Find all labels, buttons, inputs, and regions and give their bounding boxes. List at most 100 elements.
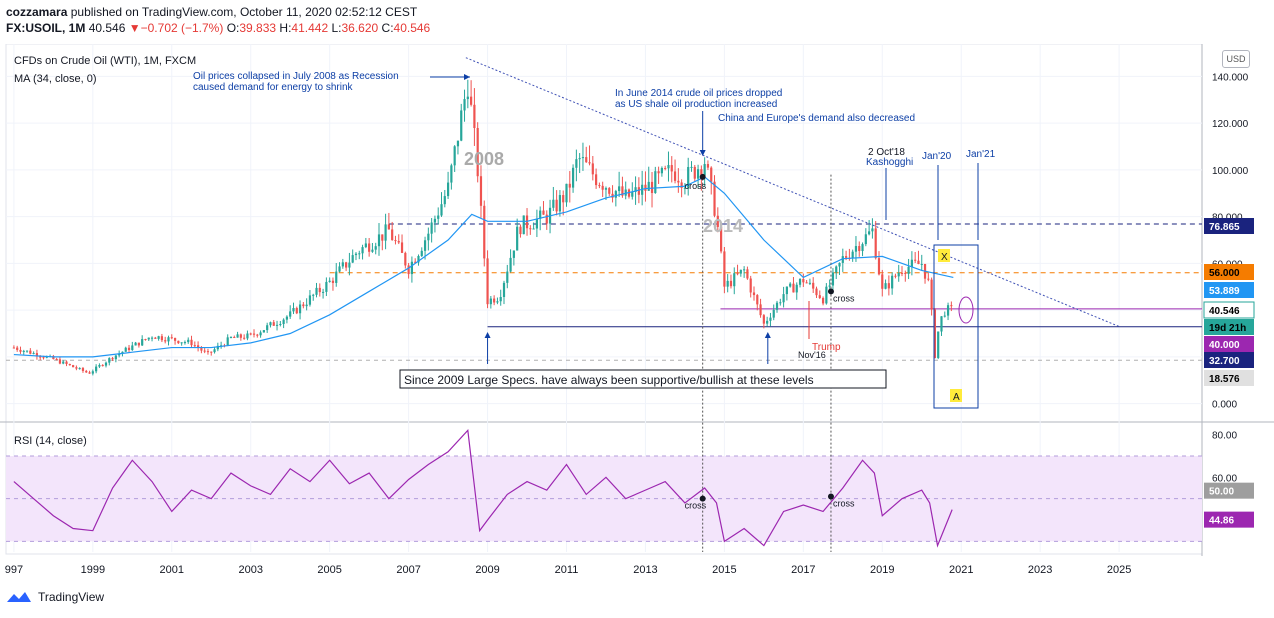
candle-body bbox=[743, 269, 746, 271]
candle-body bbox=[706, 164, 710, 168]
candle-body bbox=[252, 333, 256, 335]
candle-body bbox=[417, 255, 420, 263]
candle-body bbox=[229, 337, 233, 339]
candle-body bbox=[723, 251, 726, 287]
candle-body bbox=[137, 342, 140, 346]
candle-body bbox=[78, 368, 81, 370]
specs-box bbox=[399, 369, 887, 389]
candle-body bbox=[877, 258, 881, 275]
candle-body bbox=[368, 243, 371, 252]
candle-body bbox=[315, 287, 318, 295]
candle-body bbox=[775, 302, 779, 310]
candle-body bbox=[835, 266, 838, 273]
currency-button[interactable]: USD bbox=[1222, 50, 1250, 68]
candle-body bbox=[693, 166, 696, 179]
candle-body bbox=[318, 287, 321, 293]
chart-canvas[interactable]: CFDs on Crude Oil (WTI), 1M, FXCM MA (34,… bbox=[0, 44, 1274, 584]
price-tag: 40.000 bbox=[1209, 340, 1240, 351]
author-name[interactable]: cozzamara bbox=[6, 5, 68, 19]
candle-body bbox=[65, 361, 68, 365]
covid-box bbox=[933, 244, 979, 409]
candle-body bbox=[193, 345, 196, 347]
candle-body bbox=[127, 347, 131, 351]
open-label: O: bbox=[226, 21, 240, 35]
candle-body bbox=[667, 165, 670, 169]
tradingview-logo-icon[interactable] bbox=[6, 590, 32, 604]
candle-body bbox=[802, 278, 805, 283]
annotation-trump-date: Nov'16 bbox=[798, 350, 826, 360]
moving-average bbox=[13, 176, 954, 358]
candle-body bbox=[391, 229, 394, 241]
candle-body bbox=[881, 274, 884, 289]
candle-body bbox=[946, 305, 950, 316]
candle-body bbox=[72, 365, 75, 368]
candle-body bbox=[111, 358, 114, 360]
candle-body bbox=[42, 357, 45, 359]
candle-body bbox=[476, 128, 479, 177]
candle-body bbox=[361, 247, 364, 254]
low-value: 36.620 bbox=[341, 21, 379, 35]
candle-body bbox=[141, 339, 144, 346]
candle-body bbox=[243, 337, 246, 339]
candle-body bbox=[150, 337, 154, 339]
candle-body bbox=[729, 280, 733, 287]
candle-body bbox=[423, 240, 427, 251]
x-tick-label: 2023 bbox=[1028, 564, 1052, 576]
x-tick-label: 2015 bbox=[712, 564, 736, 576]
candle-body bbox=[226, 337, 229, 346]
candle-body bbox=[335, 271, 338, 283]
candle-body bbox=[420, 250, 423, 256]
candle-body bbox=[381, 234, 384, 241]
close-value: 40.546 bbox=[393, 21, 431, 35]
candle-body bbox=[134, 342, 137, 346]
candle-body bbox=[19, 349, 22, 352]
candle-body bbox=[321, 291, 325, 293]
cross-label: cross bbox=[685, 181, 707, 191]
candle-body bbox=[818, 295, 821, 298]
candle-body bbox=[25, 350, 29, 352]
annotation-kashogghi: Kashogghi bbox=[866, 157, 913, 168]
candle-body bbox=[808, 282, 812, 284]
candle-body bbox=[272, 322, 275, 326]
candle-body bbox=[575, 159, 578, 168]
candle-body bbox=[940, 316, 943, 332]
candle-body bbox=[384, 224, 387, 241]
price-tag-bg bbox=[1204, 336, 1254, 352]
candle-body bbox=[749, 278, 752, 293]
candle-body bbox=[690, 166, 693, 168]
specs-text: Since 2009 Large Specs. have always been… bbox=[404, 373, 814, 387]
candle-body bbox=[927, 278, 930, 280]
candle-body bbox=[404, 252, 407, 266]
candle-body bbox=[562, 195, 565, 203]
high-value: 41.442 bbox=[291, 21, 329, 35]
x-tick-label: 2011 bbox=[555, 564, 579, 576]
candle-body bbox=[624, 189, 627, 196]
brand-name[interactable]: TradingView bbox=[38, 590, 105, 604]
published-text: published on TradingView.com, October 11… bbox=[70, 5, 418, 19]
open-value: 39.833 bbox=[239, 21, 277, 35]
candle-body bbox=[821, 297, 825, 304]
candle-body bbox=[446, 182, 450, 197]
candle-body bbox=[259, 332, 262, 336]
rsi-tag-bg bbox=[1204, 511, 1254, 528]
candle-body bbox=[147, 337, 150, 340]
candle-body bbox=[377, 234, 381, 247]
price-tag: 40.546 bbox=[1209, 306, 1240, 317]
candle-body bbox=[739, 269, 742, 274]
candle-body bbox=[539, 210, 542, 219]
candle-body bbox=[52, 356, 55, 360]
candle-body bbox=[736, 273, 739, 275]
candle-body bbox=[499, 297, 502, 302]
candle-body bbox=[677, 180, 680, 183]
candle-body bbox=[710, 167, 713, 182]
candle-body bbox=[552, 199, 555, 208]
low-label: L: bbox=[331, 21, 342, 35]
x-tick-label: 1999 bbox=[81, 564, 105, 576]
candle-body bbox=[486, 258, 489, 305]
candle-body bbox=[348, 262, 351, 268]
candle-body bbox=[650, 181, 654, 194]
arrowhead-support bbox=[764, 332, 771, 338]
candle-body bbox=[933, 309, 937, 358]
candle-body bbox=[35, 353, 39, 357]
high-label: H: bbox=[279, 21, 292, 35]
